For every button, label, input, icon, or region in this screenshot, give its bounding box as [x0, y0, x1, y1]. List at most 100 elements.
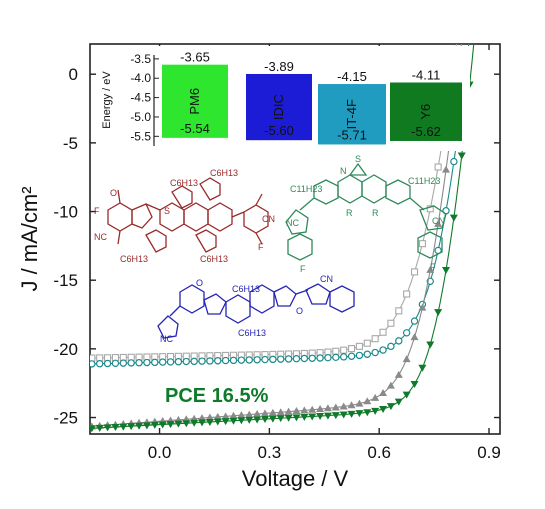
data-point: [260, 416, 269, 424]
data-point: [221, 412, 230, 420]
data-point: [332, 347, 340, 355]
y-axis-title: J / mA/cm²: [17, 186, 42, 291]
x-tick-label: 0.6: [367, 443, 391, 462]
x-axis: 0.0 0.3 0.6 0.9: [148, 44, 501, 462]
data-point: [245, 410, 254, 418]
data-point: [386, 403, 395, 411]
data-point: [174, 420, 183, 428]
inset-y-tick-label: -4.5: [130, 91, 151, 105]
data-point: [316, 354, 324, 362]
svg-text:C6H13: C6H13: [210, 168, 238, 178]
data-point: [379, 346, 387, 354]
data-point: [111, 424, 120, 432]
y6-structure: [285, 162, 447, 261]
svg-text:C6H13: C6H13: [232, 284, 260, 294]
data-point: [316, 405, 325, 413]
data-point: [166, 358, 175, 366]
data-point: [387, 342, 395, 351]
data-point: [277, 355, 285, 363]
data-point: [402, 391, 411, 399]
data-point: [434, 163, 442, 171]
data-point: [292, 355, 301, 363]
homo-label: -5.60: [264, 123, 294, 138]
data-point: [347, 352, 356, 360]
data-point: [292, 407, 301, 415]
svg-text:R: R: [346, 208, 353, 218]
material-label: Y6: [418, 104, 433, 120]
data-point: [174, 358, 183, 366]
data-point: [347, 401, 356, 409]
inset-y-tick-label: -5.0: [130, 110, 151, 124]
data-point: [253, 409, 262, 417]
data-point: [418, 303, 427, 311]
data-point: [363, 339, 371, 347]
data-point: [355, 351, 364, 360]
data-point: [103, 424, 112, 432]
data-point: [119, 359, 128, 367]
data-point: [395, 307, 403, 315]
data-point: [339, 402, 348, 410]
energy-bar: [390, 82, 462, 141]
x-axis-title: Voltage / V: [242, 466, 349, 491]
data-point: [245, 416, 254, 424]
data-point: [213, 418, 222, 426]
idic-labels: C6H13 C6H13 NC CN O O: [160, 274, 333, 344]
svg-text:F: F: [94, 206, 100, 216]
data-point: [442, 165, 451, 173]
data-point: [268, 408, 277, 416]
data-point: [386, 381, 395, 389]
data-point: [205, 413, 214, 421]
svg-text:S: S: [164, 206, 170, 216]
svg-text:C11H23: C11H23: [408, 176, 440, 186]
data-point: [119, 423, 128, 431]
inset-y-tick-label: -5.5: [130, 129, 151, 143]
data-point: [260, 409, 269, 417]
x-tick-label: 0.0: [148, 443, 172, 462]
data-point: [339, 353, 348, 361]
data-point: [340, 346, 348, 354]
data-point: [402, 329, 411, 337]
y-tick-label: 0: [69, 65, 78, 84]
data-point: [158, 421, 167, 429]
data-point: [410, 317, 419, 325]
y-tick-label: -5: [63, 134, 78, 153]
data-point: [127, 359, 135, 367]
data-point: [214, 357, 222, 365]
y6-labels: C11H23 C11H23 R R S N NC CN F F: [286, 154, 445, 274]
svg-text:CN: CN: [262, 214, 275, 224]
lumo-label: -4.15: [337, 69, 367, 84]
svg-text:NC: NC: [286, 218, 299, 228]
data-point: [276, 415, 285, 423]
data-point: [418, 240, 426, 248]
data-point: [434, 309, 443, 317]
inset-y-axis-title: Energy / eV: [101, 71, 113, 129]
data-point: [269, 355, 277, 364]
data-point: [331, 412, 340, 420]
data-point: [268, 415, 277, 423]
main-plot: 0.0 0.3 0.6 0.9 0 -5 -10 -15 -20 -25 Voltage / V…: [17, 43, 501, 491]
svg-text:O: O: [296, 306, 303, 316]
inset-bars: -3.65 -5.54 PM6 -3.89 -5.60 IDIC -4.15 -5.71IT-…: [162, 50, 462, 145]
y-tick-label: -10: [53, 203, 78, 222]
svg-text:N: N: [340, 166, 347, 176]
curves-clipped: [90, 44, 475, 433]
svg-text:F: F: [300, 264, 306, 274]
data-point: [143, 358, 151, 367]
data-point: [300, 354, 309, 363]
data-point: [339, 411, 348, 419]
data-point: [379, 389, 388, 397]
data-point: [284, 355, 293, 363]
data-point: [418, 364, 427, 372]
data-point: [394, 370, 403, 378]
y-tick-label: -25: [53, 409, 78, 428]
data-point: [111, 359, 120, 368]
data-point: [308, 354, 316, 362]
data-point: [190, 419, 199, 427]
data-point: [182, 357, 190, 366]
data-point: [426, 341, 435, 349]
data-point: [371, 348, 379, 357]
pm6-labels: C6H13 C6H13 C6H13 C6H13 F NC CN F S O: [94, 168, 275, 264]
data-point: [190, 357, 198, 366]
data-point: [331, 403, 340, 411]
data-point: [284, 407, 293, 415]
